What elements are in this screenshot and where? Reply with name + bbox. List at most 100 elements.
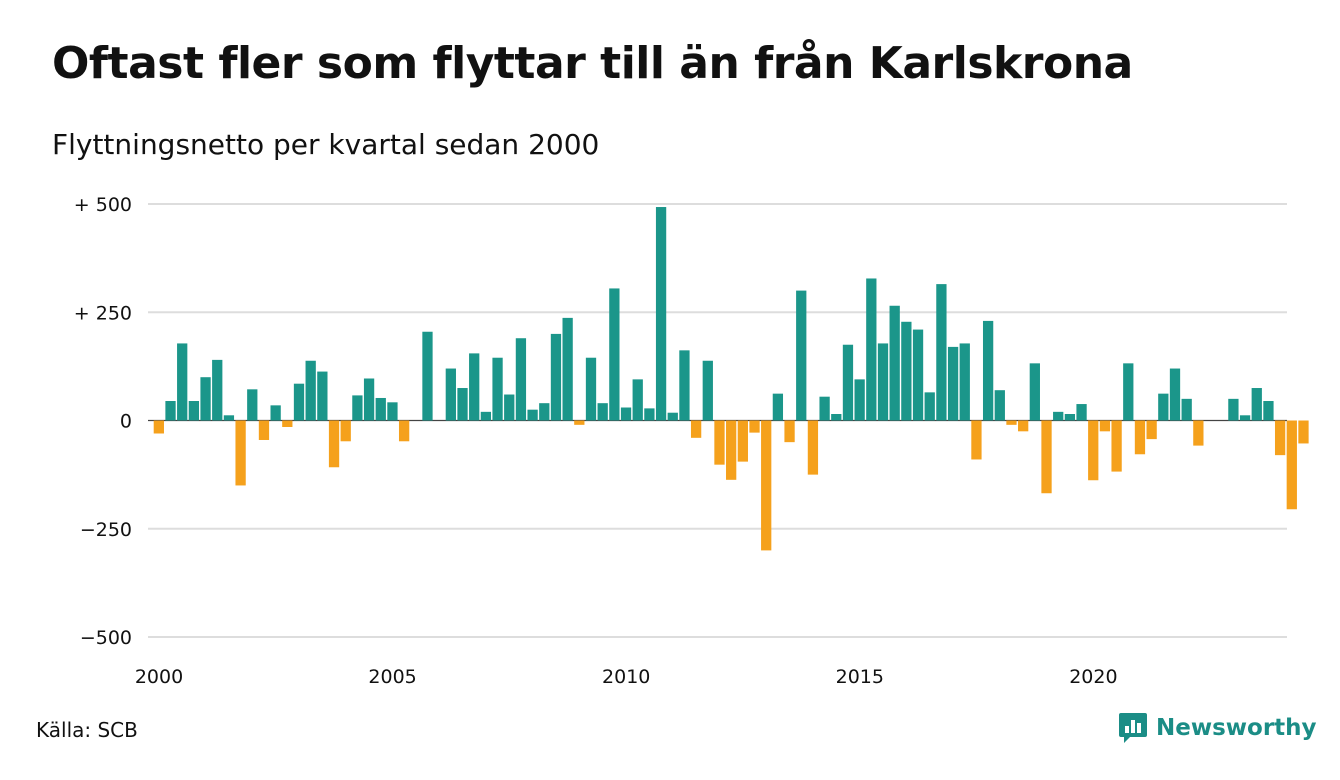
bar xyxy=(282,420,293,427)
x-tick-label: 2005 xyxy=(368,666,416,688)
bar xyxy=(165,401,176,421)
x-tick-label: 2020 xyxy=(1069,666,1117,688)
y-tick-label: 0 xyxy=(120,411,132,433)
bar xyxy=(398,420,410,442)
bar xyxy=(982,320,994,421)
bar xyxy=(305,360,316,421)
bar xyxy=(1263,401,1274,421)
bar xyxy=(1239,415,1251,421)
bar xyxy=(737,420,748,462)
bar xyxy=(644,408,655,421)
y-tick-label: + 250 xyxy=(74,302,132,324)
bar xyxy=(971,420,982,460)
bar xyxy=(562,317,573,421)
bar xyxy=(609,288,620,421)
bar xyxy=(1158,393,1169,421)
bar xyxy=(912,329,924,421)
bar xyxy=(1064,414,1076,421)
bar xyxy=(1286,420,1297,510)
bar xyxy=(527,409,538,421)
bar xyxy=(1053,411,1064,421)
bar xyxy=(550,333,562,421)
brand-name: Newsworthy xyxy=(1156,715,1317,741)
bar xyxy=(632,379,643,421)
bar xyxy=(212,359,223,421)
y-tick-label: −250 xyxy=(80,519,132,541)
bar xyxy=(994,390,1005,421)
bar xyxy=(235,420,246,486)
bar xyxy=(1181,398,1192,421)
bar xyxy=(1228,398,1239,421)
bar xyxy=(1298,420,1309,444)
bar xyxy=(702,360,713,421)
bar xyxy=(889,305,900,421)
bar xyxy=(352,395,363,421)
bar xyxy=(761,420,772,551)
bar xyxy=(690,420,702,438)
bar xyxy=(375,397,386,421)
bar xyxy=(1029,363,1040,421)
newsworthy-logo-icon xyxy=(1119,713,1147,743)
bar xyxy=(480,411,492,421)
bar xyxy=(959,343,970,421)
bar xyxy=(807,420,819,475)
bar xyxy=(1251,388,1262,421)
bar xyxy=(796,290,807,421)
bar xyxy=(504,394,515,421)
bar xyxy=(574,420,585,425)
bar xyxy=(1146,420,1157,440)
bar xyxy=(328,420,340,468)
bar xyxy=(153,420,164,434)
bar xyxy=(363,378,375,421)
bar xyxy=(270,405,281,421)
bar xyxy=(1111,420,1122,472)
bar xyxy=(387,402,398,421)
bar xyxy=(854,379,865,421)
bar xyxy=(457,388,468,421)
bar xyxy=(667,412,678,421)
bar xyxy=(515,338,527,421)
bar xyxy=(1169,368,1181,421)
bar xyxy=(258,420,270,440)
x-tick-label: 2000 xyxy=(135,666,183,688)
bar xyxy=(1134,420,1146,455)
bar xyxy=(188,401,200,421)
bar xyxy=(655,207,667,421)
bar xyxy=(1274,420,1286,456)
bar xyxy=(1088,420,1099,481)
chart-subtitle: Flyttningsnetto per kvartal sedan 2000 xyxy=(52,128,600,161)
bar xyxy=(1041,420,1052,494)
bar xyxy=(842,344,854,421)
source-note: Källa: SCB xyxy=(36,718,138,742)
bar xyxy=(1193,420,1204,446)
bar xyxy=(1018,420,1029,432)
bar xyxy=(177,343,188,421)
y-tick-label: −500 xyxy=(80,627,132,649)
bar xyxy=(539,403,550,421)
bar xyxy=(492,357,503,421)
x-tick-label: 2015 xyxy=(836,666,884,688)
bar xyxy=(726,420,737,480)
chart-title: Oftast fler som flyttar till än från Kar… xyxy=(52,38,1133,89)
bar xyxy=(469,353,480,421)
bar xyxy=(936,284,947,421)
bar xyxy=(877,343,889,421)
bar xyxy=(679,350,690,421)
bar xyxy=(947,346,959,421)
bar xyxy=(585,357,597,421)
bars xyxy=(153,207,1309,551)
bar xyxy=(866,278,877,421)
bar xyxy=(924,392,935,421)
bar xyxy=(1099,420,1111,432)
bar xyxy=(317,371,328,421)
bar xyxy=(772,393,784,421)
y-tick-label: + 500 xyxy=(74,194,132,216)
bar xyxy=(293,383,305,421)
bar xyxy=(784,420,795,443)
bar xyxy=(340,420,351,442)
bar xyxy=(819,396,830,421)
bar xyxy=(1123,363,1134,421)
newsworthy-logo[interactable]: Newsworthy xyxy=(1118,712,1317,744)
bar xyxy=(714,420,725,465)
